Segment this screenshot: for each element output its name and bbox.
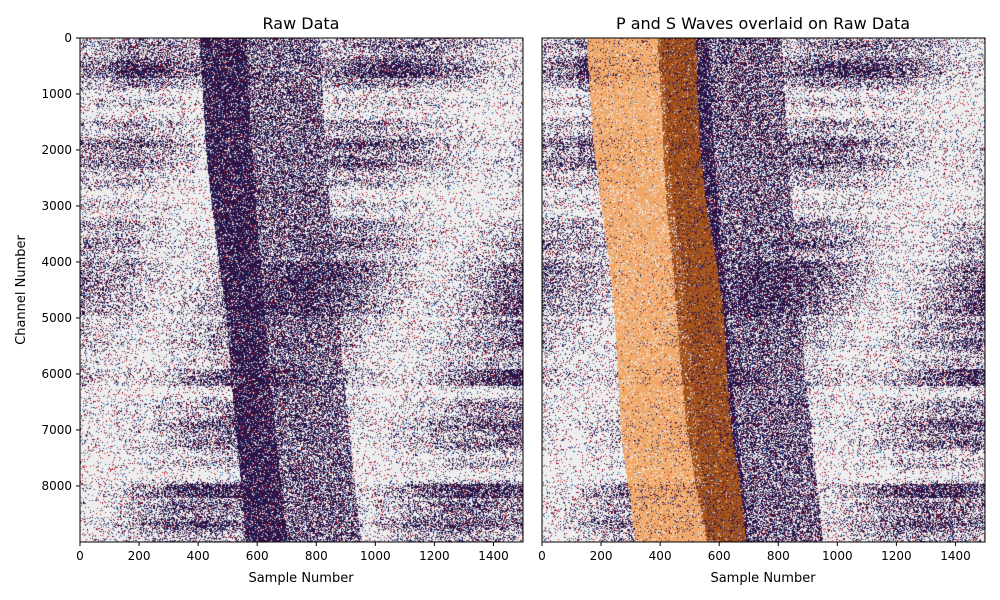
axes-frame-overlay xyxy=(541,37,986,543)
heatmap-raw xyxy=(80,38,523,542)
ticks-overlay: 0 200 400 600 800 1000 1200 1400 xyxy=(538,542,971,563)
x-tick-label: 600 xyxy=(246,549,269,563)
x-tick-label: 800 xyxy=(767,549,790,563)
chart-title-overlay: P and S Waves overlaid on Raw Data xyxy=(616,14,910,33)
x-tick-label: 200 xyxy=(128,549,151,563)
panel-raw-data: Raw Data 0 200 400 600 800 1000 1200 1400 0 1000 2… xyxy=(14,14,524,586)
y-tick-label: 5000 xyxy=(41,311,72,325)
x-tick-label: 800 xyxy=(305,549,328,563)
y-tick-label: 8000 xyxy=(41,479,72,493)
heatmap-raw-container xyxy=(80,38,523,542)
heatmap-overlay xyxy=(542,38,985,542)
y-tick-label: 7000 xyxy=(41,423,72,437)
x-tick-label: 200 xyxy=(590,549,613,563)
x-tick-label: 1200 xyxy=(419,549,450,563)
y-tick-label: 3000 xyxy=(41,199,72,213)
x-tick-label: 1200 xyxy=(881,549,912,563)
x-axis-label-raw: Sample Number xyxy=(248,571,354,586)
x-tick-label: 400 xyxy=(187,549,210,563)
x-tick-label: 0 xyxy=(538,549,546,563)
x-tick-label: 1400 xyxy=(940,549,971,563)
x-tick-label: 400 xyxy=(649,549,672,563)
x-tick-label: 1000 xyxy=(360,549,391,563)
panel-overlay: P and S Waves overlaid on Raw Data 0 200 4… xyxy=(538,14,986,586)
heatmap-overlay-container xyxy=(542,38,985,542)
axes-frame-raw xyxy=(79,37,524,543)
x-tick-label: 600 xyxy=(708,549,731,563)
x-axis-label-overlay: Sample Number xyxy=(710,571,816,586)
x-tick-label: 0 xyxy=(76,549,84,563)
y-tick-label: 1000 xyxy=(41,87,72,101)
y-tick-label: 4000 xyxy=(41,255,72,269)
x-tick-label: 1400 xyxy=(478,549,509,563)
y-axis-label-raw: Channel Number xyxy=(14,234,29,344)
y-tick-label: 6000 xyxy=(41,367,72,381)
y-tick-label: 2000 xyxy=(41,143,72,157)
x-tick-label: 1000 xyxy=(822,549,853,563)
ticks-raw: 0 200 400 600 800 1000 1200 1400 0 1000 2000 3000 40… xyxy=(41,31,508,563)
y-tick-label: 0 xyxy=(64,31,72,45)
chart-title-raw: Raw Data xyxy=(263,14,340,33)
